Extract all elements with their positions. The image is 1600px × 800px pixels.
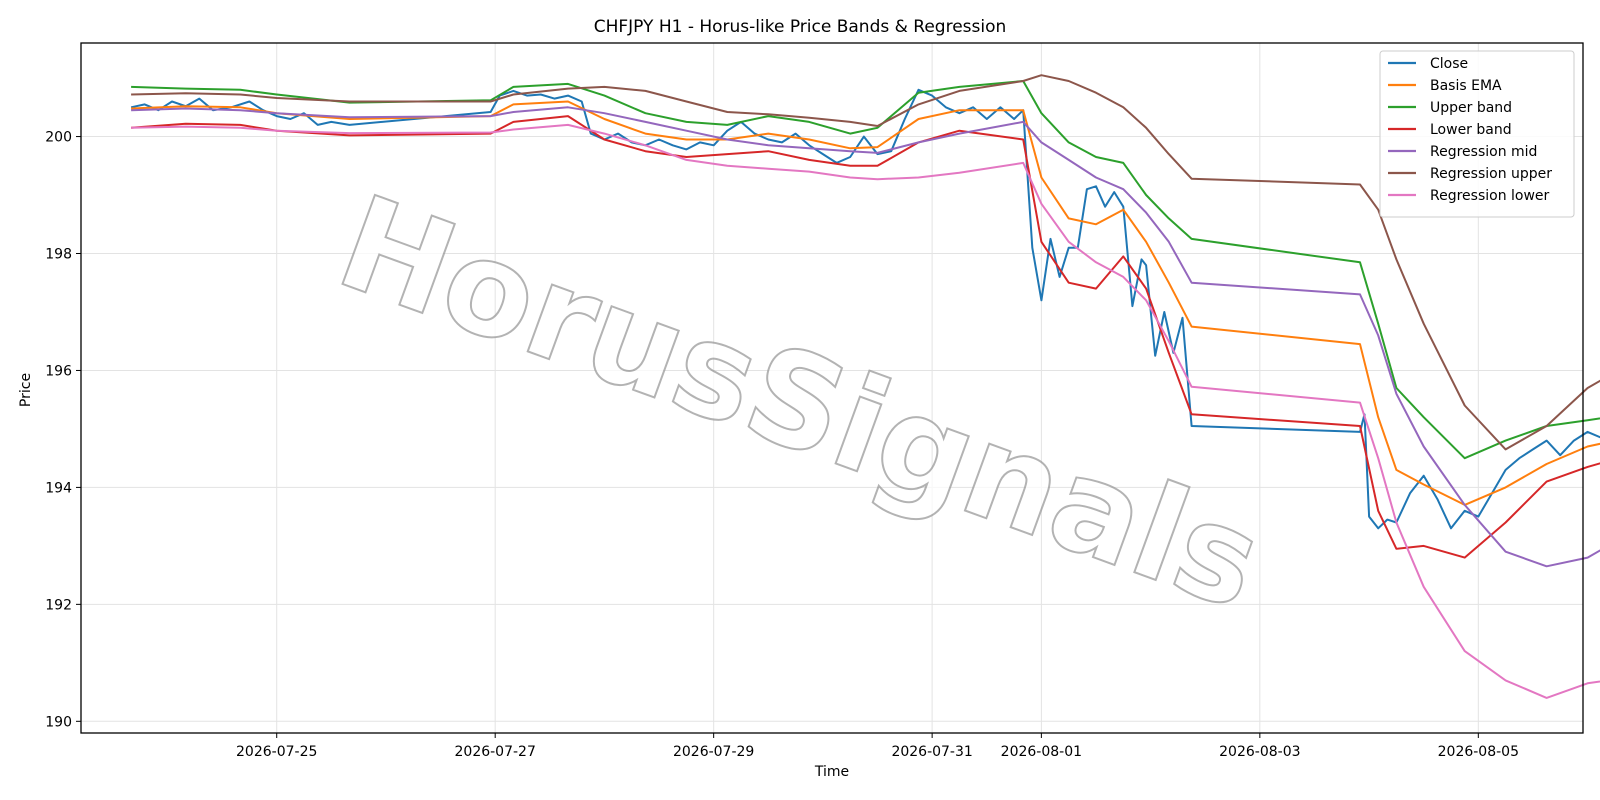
x-tick-label: 2026-07-25 <box>236 744 317 760</box>
legend-entry: Lower band <box>1430 122 1512 138</box>
x-tick-label: 2026-07-31 <box>891 744 972 760</box>
series-lines <box>130 74 1600 699</box>
grid-lines <box>81 43 1583 733</box>
x-axis-label: Time <box>814 764 849 780</box>
y-tick-label: 194 <box>45 480 72 496</box>
legend-entry: Regression mid <box>1430 144 1537 160</box>
x-tick-label: 2026-07-29 <box>673 744 754 760</box>
series-line-regression-mid <box>131 106 1600 568</box>
y-tick-label: 192 <box>45 597 72 613</box>
y-tick-label: 198 <box>45 247 72 263</box>
legend-entry: Basis EMA <box>1430 78 1502 94</box>
legend-entry: Regression upper <box>1430 166 1552 182</box>
series-line-regression-lower <box>131 123 1600 699</box>
x-axis-ticks: 2026-07-25 2026-07-27 2026-07-29 2026-07-31… <box>236 733 1519 760</box>
legend-box <box>1379 50 1575 218</box>
y-tick-label: 196 <box>45 363 72 379</box>
x-tick-label: 2026-08-01 <box>1001 744 1082 760</box>
y-tick-label: 200 <box>45 130 72 146</box>
y-axis-ticks: 190 192 194 196 198 200 <box>45 130 81 730</box>
legend: Close Basis EMA Upper band Lower band Regres… <box>1379 50 1575 218</box>
x-tick-label: 2026-07-27 <box>455 744 536 760</box>
legend-entry: Regression lower <box>1430 188 1550 204</box>
x-tick-label: 2026-08-05 <box>1438 744 1519 760</box>
y-axis-label: Price <box>18 373 34 407</box>
chart-title: CHFJPY H1 - Horus-like Price Bands & Reg… <box>594 17 1007 37</box>
x-tick-label: 2026-08-03 <box>1219 744 1300 760</box>
legend-entry: Close <box>1430 56 1468 72</box>
series-line-regression-upper <box>131 74 1600 451</box>
series-line-lower-band <box>131 115 1600 559</box>
legend-entry: Upper band <box>1430 100 1512 116</box>
watermark: HorusSignals <box>320 165 1281 640</box>
watermark-text: HorusSignals <box>321 166 1280 639</box>
y-tick-label: 190 <box>45 714 72 730</box>
plot-frame <box>80 42 1584 734</box>
